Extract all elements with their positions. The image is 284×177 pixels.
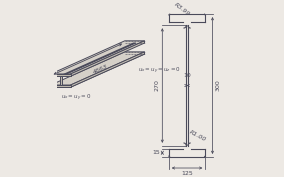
Text: 300: 300 [215,80,220,91]
Text: 270: 270 [154,80,160,92]
Text: R1.00: R1.00 [188,129,206,142]
Polygon shape [51,54,145,87]
Text: R3.99: R3.99 [173,2,191,18]
Text: $u_x=u_y=u_z=0$: $u_x=u_y=u_z=0$ [138,66,181,76]
Polygon shape [51,52,145,85]
Text: 10: 10 [183,73,191,78]
Polygon shape [60,43,136,76]
Polygon shape [51,74,70,76]
Polygon shape [70,52,145,87]
Polygon shape [51,41,145,74]
Text: 125: 125 [181,171,193,176]
Polygon shape [70,41,145,76]
Text: 15: 15 [152,150,160,155]
Text: 4663: 4663 [92,64,109,75]
Text: $u_x=u_y=0$: $u_x=u_y=0$ [61,93,92,103]
Polygon shape [51,85,70,87]
Polygon shape [60,76,62,85]
